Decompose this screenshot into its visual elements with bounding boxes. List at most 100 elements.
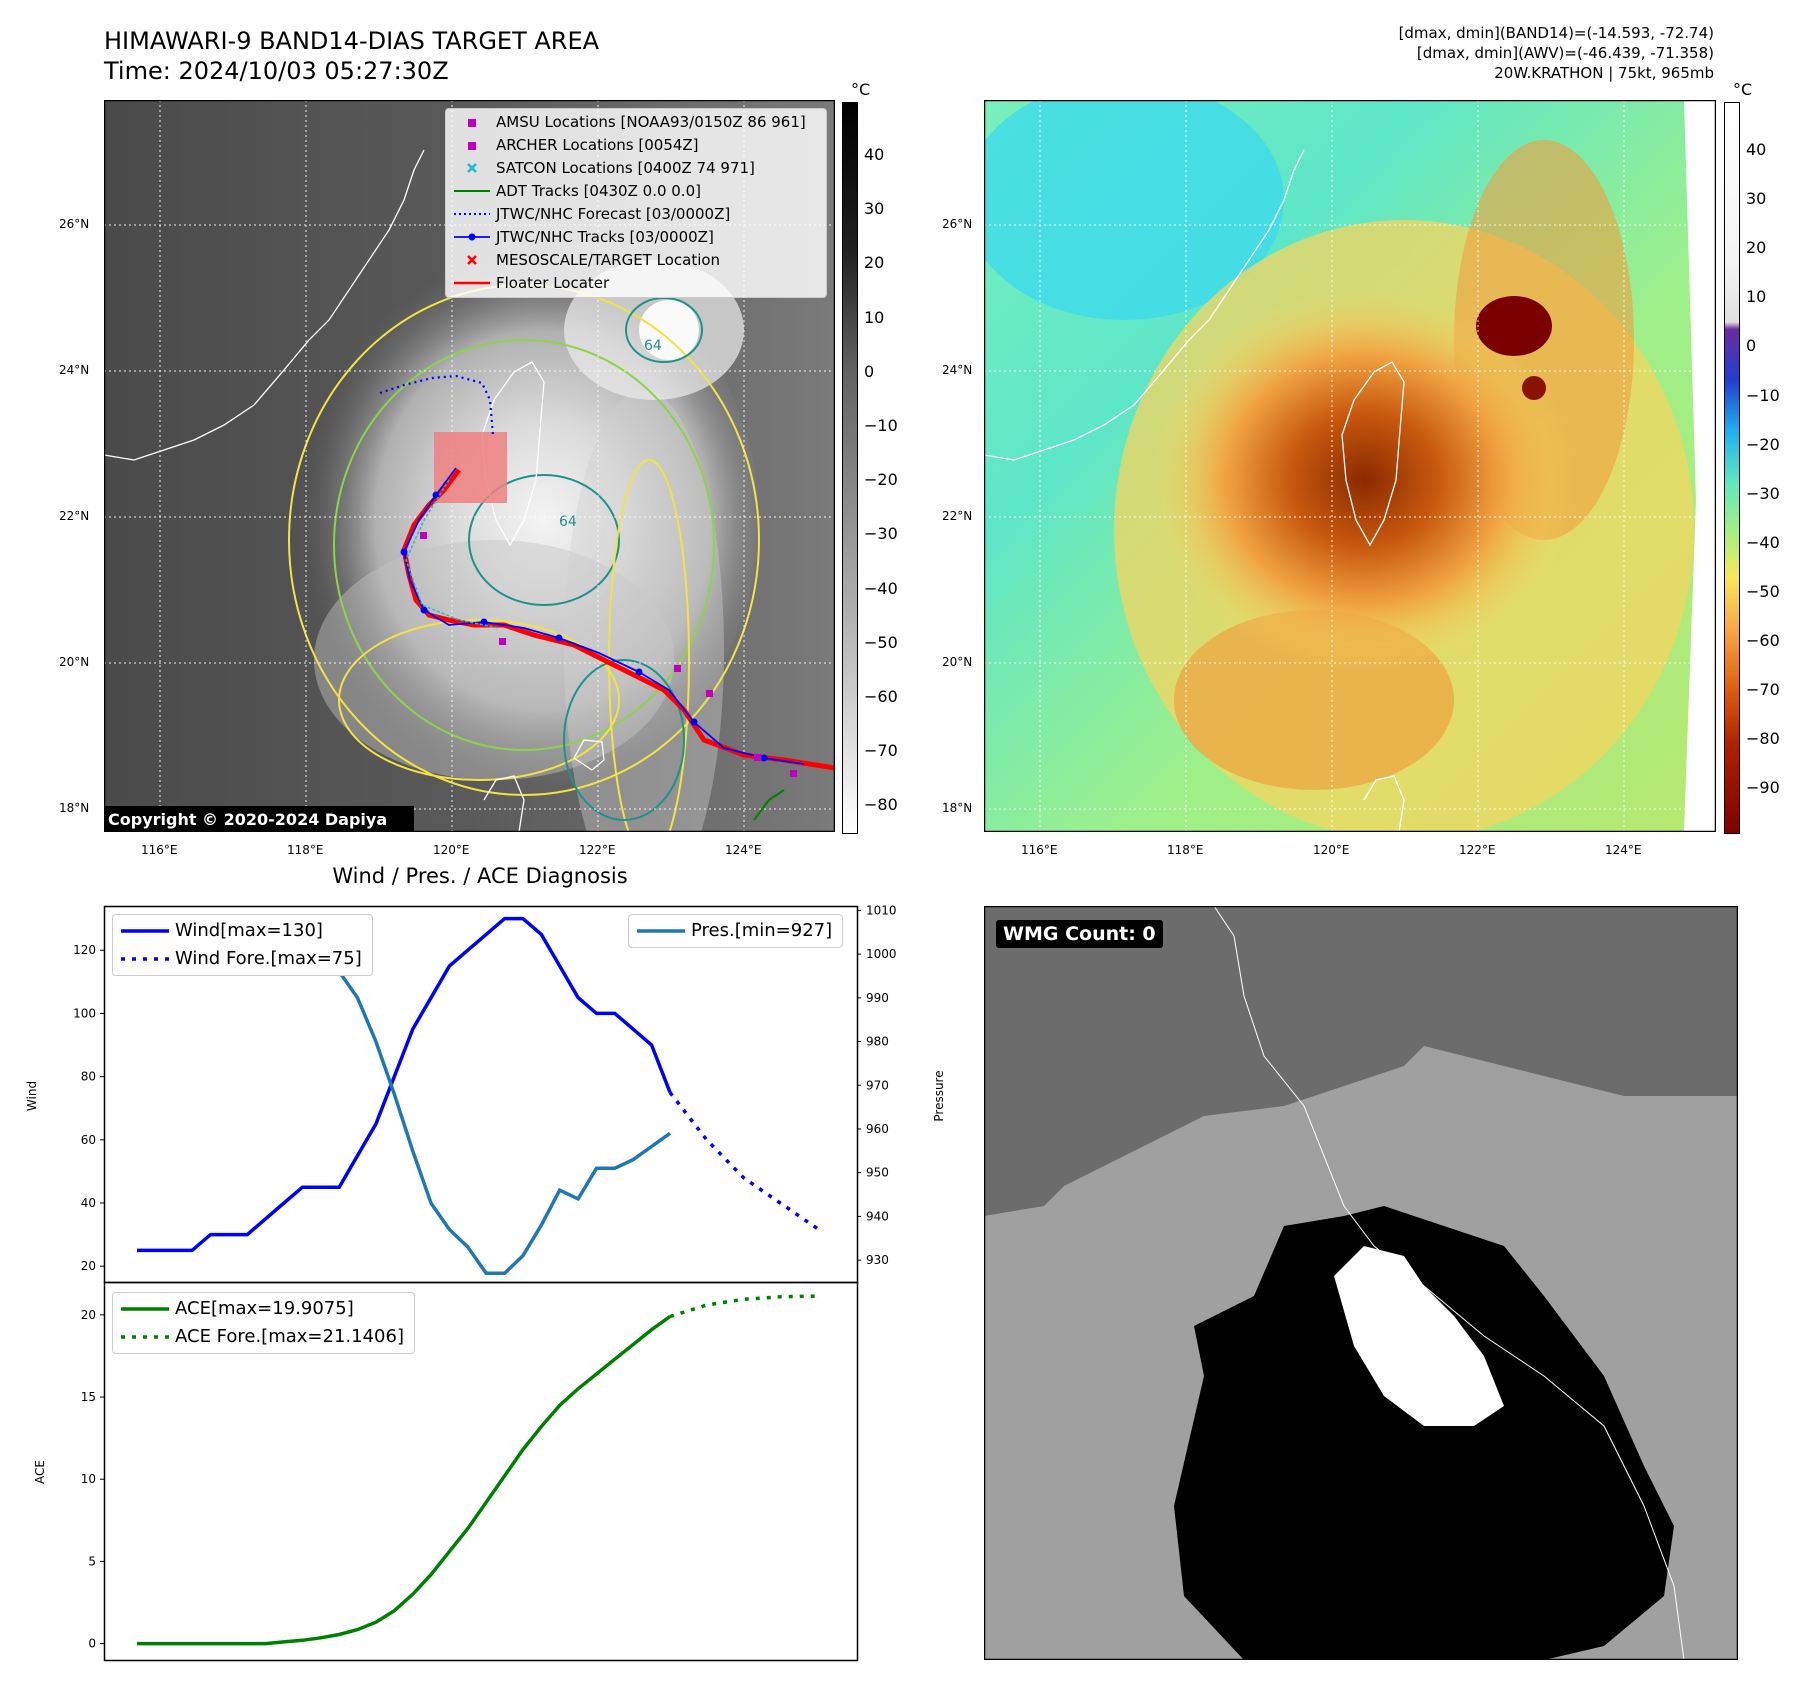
pressure-tick-label: 940 bbox=[866, 1209, 889, 1223]
lon-label-116: 116°E bbox=[141, 843, 178, 857]
colorbar-color-tick: −80 bbox=[1746, 729, 1780, 749]
pressure-tick-label: 1000 bbox=[866, 947, 897, 961]
legend-item-adt: ADT Tracks [0430Z 0.0 0.0] bbox=[446, 180, 826, 203]
colorbar-color-tick: 30 bbox=[1746, 189, 1767, 209]
lat-label-18-r: 18°N bbox=[942, 801, 973, 815]
lat-label-20: 20°N bbox=[59, 655, 90, 669]
legend-label: JTWC/NHC Forecast [03/0000Z] bbox=[496, 205, 731, 223]
legend-item-jtwc-tracks: JTWC/NHC Tracks [03/0000Z] bbox=[446, 226, 826, 249]
ace-axis: 0 5 10 15 20 bbox=[81, 1308, 104, 1651]
pressure-tick-label: 990 bbox=[866, 991, 889, 1005]
colorbar-gray-tick: −80 bbox=[864, 795, 898, 815]
lon-label-118: 118°E bbox=[287, 843, 324, 857]
colorbar-color bbox=[1724, 102, 1740, 834]
colorbar-color-tick: −50 bbox=[1746, 581, 1780, 601]
pressure-tick-label: 930 bbox=[866, 1253, 889, 1267]
colorbar-color-tick: −20 bbox=[1746, 434, 1780, 454]
ace-series bbox=[137, 1294, 818, 1646]
colorbar-color-tick: 20 bbox=[1746, 238, 1767, 258]
series-line bbox=[668, 1091, 818, 1230]
colorbar-color-tick: −30 bbox=[1746, 483, 1780, 503]
colorbar-color-tick: 10 bbox=[1746, 287, 1767, 307]
colorbar-gray-tick: 10 bbox=[864, 307, 885, 327]
wind-axis: 20 40 60 80 100 120 bbox=[73, 943, 104, 1273]
colorbar-gray-tick: 0 bbox=[864, 361, 875, 381]
series-line bbox=[137, 1315, 672, 1646]
wind-tick-label: 60 bbox=[81, 1133, 96, 1147]
legend-pres: Pres.[min=927] bbox=[629, 917, 842, 945]
pressure-ylabel: Pressure bbox=[932, 1070, 946, 1121]
lon-label-124: 124°E bbox=[725, 843, 762, 857]
copyright-badge-bg bbox=[104, 806, 414, 832]
info-line3: 20W.KRATHON | 75kt, 965mb bbox=[1494, 64, 1714, 82]
legend-label: Floater Locater bbox=[496, 274, 610, 292]
wmg-image bbox=[984, 906, 1738, 1660]
legend-wind-fore: Wind Fore.[max=75] bbox=[113, 945, 372, 973]
diagnosis-title: Wind / Pres. / ACE Diagnosis bbox=[332, 864, 628, 888]
ace-tick-label: 10 bbox=[81, 1472, 96, 1486]
colorbar-color-tick: −40 bbox=[1746, 532, 1780, 552]
colorbar-color-tick: 40 bbox=[1746, 140, 1767, 159]
wind-tick-label: 80 bbox=[81, 1070, 96, 1084]
lat-label-26: 26°N bbox=[59, 217, 90, 231]
legend-ace-fore: ACE Fore.[max=21.1406] bbox=[113, 1323, 414, 1351]
lon-label-118-r: 118°E bbox=[1167, 843, 1204, 857]
lat-label-22-r: 22°N bbox=[942, 509, 973, 523]
colorbar-gray-tick: 30 bbox=[864, 199, 885, 219]
lat-label-24-r: 24°N bbox=[942, 363, 973, 377]
legend-ace: ACE[max=19.9075] bbox=[113, 1295, 414, 1323]
legend-label: AMSU Locations [NOAA93/0150Z 86 961] bbox=[496, 113, 806, 131]
wind-tick-label: 20 bbox=[81, 1259, 96, 1273]
legend-label: ARCHER Locations [0054Z] bbox=[496, 136, 699, 154]
info-line2: [dmax, dmin](AWV)=(-46.439, -71.358) bbox=[1416, 44, 1714, 62]
map-legend: AMSU Locations [NOAA93/0150Z 86 961] ARC… bbox=[445, 108, 827, 298]
lon-label-124-r: 124°E bbox=[1605, 843, 1642, 857]
wind-tick-label: 40 bbox=[81, 1196, 96, 1210]
colorbar-color-tick: −90 bbox=[1746, 778, 1780, 798]
lat-label-18: 18°N bbox=[59, 801, 90, 815]
wind-ylabel: Wind bbox=[25, 1081, 39, 1111]
legend-item-satcon: SATCON Locations [0400Z 74 971] bbox=[446, 157, 826, 180]
colorbar-color-tick: −70 bbox=[1746, 680, 1780, 700]
colorbar-gray-tick: −20 bbox=[864, 470, 898, 490]
jtwc-track bbox=[403, 467, 805, 765]
colorbar-gray-tick: −40 bbox=[864, 578, 898, 598]
figure-title-line2: Time: 2024/10/03 05:27:30Z bbox=[104, 57, 449, 85]
legend-label: ACE[max=19.9075] bbox=[175, 1298, 354, 1319]
lon-label-116-r: 116°E bbox=[1021, 843, 1058, 857]
pressure-tick-label: 950 bbox=[866, 1166, 889, 1180]
legend-item-mesoscale: MESOSCALE/TARGET Location bbox=[446, 249, 826, 272]
series-line bbox=[669, 1294, 818, 1319]
lon-label-120-r: 120°E bbox=[1313, 843, 1350, 857]
colorbar-color-tick: −10 bbox=[1746, 385, 1780, 405]
legend-wind: Wind[max=130] bbox=[113, 917, 372, 945]
color-map-image bbox=[984, 100, 1716, 832]
colorbar-gray-tick: −60 bbox=[864, 687, 898, 706]
series-line bbox=[137, 916, 672, 1253]
colorbar-gray-unit: °C bbox=[851, 80, 871, 99]
colorbar-gray-tick: −30 bbox=[864, 524, 898, 544]
lat-label-22: 22°N bbox=[59, 509, 90, 523]
legend-label: Wind Fore.[max=75] bbox=[175, 948, 362, 969]
wind-tick-label: 100 bbox=[73, 1006, 96, 1020]
wind-tick-label: 120 bbox=[73, 943, 96, 957]
wind-legend: Wind[max=130] Wind Fore.[max=75] bbox=[112, 914, 373, 976]
wmg-panel bbox=[984, 906, 1738, 1660]
colorbar-color-tick: −60 bbox=[1746, 631, 1780, 650]
colorbar-gray-tick: −50 bbox=[864, 632, 898, 652]
legend-item-archer: ARCHER Locations [0054Z] bbox=[446, 134, 826, 157]
colorbar-gray-tick: 40 bbox=[864, 145, 885, 164]
legend-label: MESOSCALE/TARGET Location bbox=[496, 251, 721, 269]
lat-label-24: 24°N bbox=[59, 363, 90, 377]
color-map-panel bbox=[984, 100, 1716, 832]
copyright-text: Copyright © 2020-2024 Dapiya bbox=[108, 810, 387, 829]
legend-item-jtwc-forecast: JTWC/NHC Forecast [03/0000Z] bbox=[446, 203, 826, 226]
legend-item-amsu: AMSU Locations [NOAA93/0150Z 86 961] bbox=[446, 111, 826, 134]
lon-label-122-r: 122°E bbox=[1459, 843, 1496, 857]
contour-label-2: 64 bbox=[644, 338, 662, 354]
ace-tick-label: 0 bbox=[88, 1637, 96, 1651]
pres-legend: Pres.[min=927] bbox=[628, 914, 844, 948]
lat-label-20-r: 20°N bbox=[942, 655, 973, 669]
ace-tick-label: 5 bbox=[88, 1554, 96, 1568]
